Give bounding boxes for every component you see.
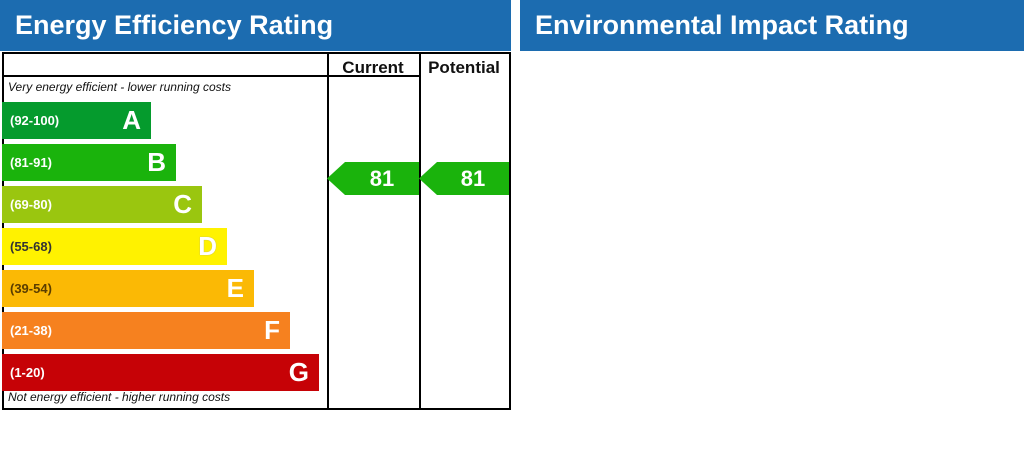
svg-text:81: 81 bbox=[461, 166, 485, 191]
svg-text:81: 81 bbox=[370, 166, 394, 191]
